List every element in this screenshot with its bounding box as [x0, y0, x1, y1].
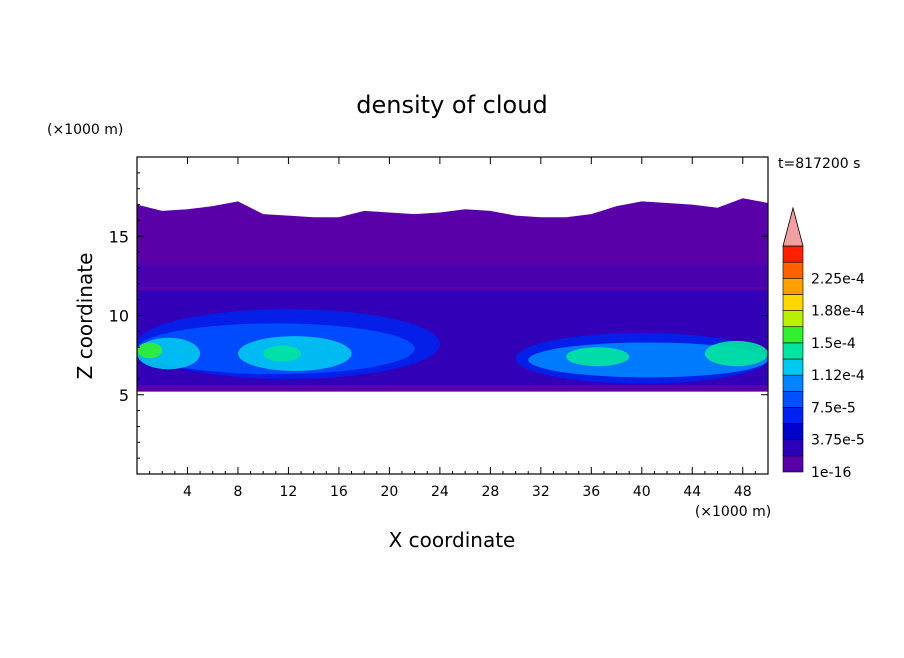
- colorbar-swatch: [782, 294, 804, 311]
- y-axis-label: Z coordinate: [73, 253, 97, 380]
- colorbar-swatch: [782, 277, 804, 295]
- y-tick-label: 10: [109, 307, 129, 326]
- colorbar-tick-label: 1.5e-4: [811, 336, 856, 352]
- x-tick-label: 8: [233, 484, 242, 500]
- colorbar-swatch: [782, 390, 804, 408]
- x-tick-label: 48: [734, 484, 752, 500]
- upper-layer-band: [137, 264, 768, 287]
- density-blob: [566, 347, 630, 367]
- y-unit-label: (×1000 m): [47, 122, 123, 138]
- x-unit-label: (×1000 m): [695, 504, 771, 520]
- x-tick-label: 28: [481, 484, 499, 500]
- x-tick-label: 16: [330, 484, 348, 500]
- x-tick-label: 32: [532, 484, 550, 500]
- colorbar-tick-label: 7.5e-5: [811, 400, 856, 416]
- density-field: [137, 198, 768, 392]
- x-axis: 4 8 12 16 20 24 28 32 36 40 44 48: [149, 157, 756, 500]
- colorbar: 1e-16 3.75e-5 7.5e-5 1.12e-4 1.5e-4 1.88e-4 2.…: [782, 206, 865, 481]
- x-tick-label: 12: [280, 484, 298, 500]
- colorbar-swatch: [782, 326, 804, 344]
- colorbar-swatch: [782, 407, 804, 424]
- colorbar-extend-arrow: [782, 206, 804, 247]
- x-tick-label: 44: [683, 484, 701, 500]
- x-tick-label: 20: [380, 484, 398, 500]
- colorbar-swatch: [782, 374, 804, 392]
- x-tick-label: 24: [431, 484, 449, 500]
- colorbar-tick-label: 1e-16: [811, 465, 851, 481]
- density-blob: [137, 342, 163, 359]
- colorbar-swatch: [782, 455, 804, 473]
- colorbar-swatch: [782, 358, 804, 376]
- y-axis: 5 10 15: [109, 172, 768, 459]
- colorbar-swatch: [782, 423, 804, 441]
- y-tick-label: 15: [109, 227, 129, 246]
- time-label: t=817200 s: [778, 156, 860, 172]
- y-tick-label: 5: [119, 386, 129, 405]
- x-tick-label: 4: [183, 484, 192, 500]
- colorbar-tick-label: 2.25e-4: [811, 271, 865, 287]
- colorbar-swatch: [782, 439, 804, 457]
- x-tick-label: 36: [582, 484, 600, 500]
- colorbar-swatch: [782, 261, 804, 279]
- colorbar-tick-label: 1.88e-4: [811, 304, 865, 320]
- colorbar-swatch: [782, 310, 804, 328]
- colorbar-tick-label: 3.75e-5: [811, 433, 865, 449]
- x-tick-label: 40: [633, 484, 651, 500]
- density-blob: [704, 340, 768, 367]
- density-blob: [263, 345, 302, 362]
- colorbar-tick-label: 1.12e-4: [811, 368, 865, 384]
- chart-title: density of cloud: [356, 91, 547, 119]
- x-axis-label: X coordinate: [389, 528, 516, 552]
- colorbar-swatch: [782, 342, 804, 360]
- colorbar-swatch: [782, 245, 804, 263]
